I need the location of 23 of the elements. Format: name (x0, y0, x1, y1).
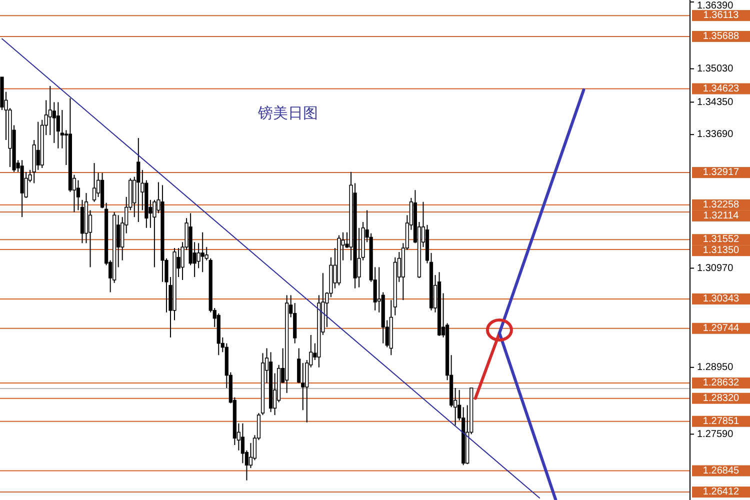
ref-line-label: 1.28632 (702, 378, 740, 389)
ref-line-label: 1.26845 (702, 465, 740, 476)
ref-line-label: 1.31552 (702, 234, 740, 246)
ref-line-label: 1.28320 (702, 392, 740, 404)
ref-line-label: 1.34623 (702, 83, 740, 94)
y-tick-label: 1.30970 (697, 262, 734, 274)
ref-line-label: 1.36113 (703, 10, 740, 22)
ref-line-label: 1.32114 (703, 210, 740, 222)
ref-line-label: 1.35688 (702, 31, 740, 42)
y-tick-label: 1.33690 (697, 129, 734, 140)
y-tick-label: 1.34350 (697, 96, 734, 108)
y-tick-label: 1.28950 (697, 362, 734, 374)
ref-line-label: 1.30343 (702, 294, 740, 305)
y-tick-label: 1.35030 (697, 63, 734, 74)
ref-line-label: 1.26412 (702, 486, 740, 498)
ref-line-label: 1.29744 (702, 323, 740, 334)
ref-line-label: 1.31350 (702, 245, 740, 256)
y-tick-label: 1.27590 (697, 428, 734, 440)
ref-line-label: 1.32258 (702, 200, 740, 211)
text: 镑美日图 (257, 104, 318, 122)
ref-line-label: 1.27851 (702, 416, 740, 428)
ref-line-label: 1.32917 (702, 167, 740, 178)
y-tick-label: 1.36390 (697, 0, 734, 12)
